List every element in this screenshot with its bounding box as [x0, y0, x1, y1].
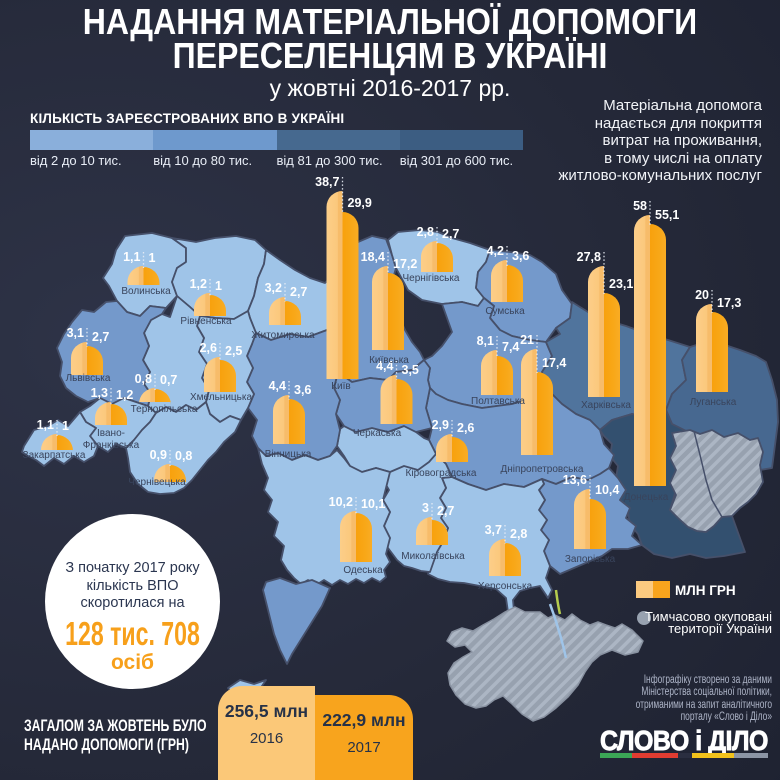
svg-text:Луганська: Луганська	[690, 397, 737, 408]
svg-text:21: 21	[520, 333, 534, 347]
svg-text:10,2: 10,2	[329, 495, 353, 509]
svg-text:Полтавська: Полтавська	[471, 396, 525, 407]
svg-text:0,7: 0,7	[160, 373, 177, 387]
svg-text:0,8: 0,8	[135, 372, 152, 386]
svg-text:1: 1	[62, 419, 69, 433]
svg-text:Харківська: Харківська	[581, 400, 631, 411]
svg-text:Житомирська: Житомирська	[251, 330, 315, 341]
svg-text:2,9: 2,9	[432, 418, 449, 432]
svg-text:18,4: 18,4	[361, 250, 385, 264]
svg-text:Київ: Київ	[331, 381, 351, 392]
svg-text:17,2: 17,2	[393, 257, 417, 271]
svg-text:3,6: 3,6	[512, 249, 529, 263]
svg-text:2,7: 2,7	[92, 330, 109, 344]
svg-text:Тернопільська: Тернопільська	[131, 404, 198, 415]
svg-text:Чернівецька: Чернівецька	[128, 477, 186, 488]
svg-text:Рівненська: Рівненська	[180, 316, 232, 327]
svg-text:17,4: 17,4	[542, 356, 566, 370]
svg-text:Сумська: Сумська	[485, 306, 525, 317]
svg-text:Запорізька: Запорізька	[565, 554, 616, 565]
svg-text:Франківська: Франківська	[83, 440, 140, 451]
svg-text:0,8: 0,8	[175, 449, 192, 463]
svg-text:Чернігівська: Чернігівська	[403, 273, 460, 284]
svg-text:17,3: 17,3	[717, 296, 741, 310]
svg-text:58: 58	[633, 199, 647, 213]
svg-text:1,3: 1,3	[91, 386, 108, 400]
svg-text:Донецька: Донецька	[624, 492, 669, 503]
svg-text:Київська: Київська	[369, 355, 409, 366]
svg-text:13,6: 13,6	[563, 473, 587, 487]
svg-text:3: 3	[422, 501, 429, 515]
svg-text:1,1: 1,1	[123, 250, 140, 264]
svg-text:1: 1	[149, 251, 156, 265]
svg-text:Одеська: Одеська	[343, 565, 383, 576]
svg-text:1,2: 1,2	[190, 277, 207, 291]
svg-text:2,7: 2,7	[437, 504, 454, 518]
svg-text:Черкаська: Черкаська	[353, 428, 402, 439]
svg-text:Івано-: Івано-	[97, 428, 125, 439]
svg-text:Кіровоградська: Кіровоградська	[406, 468, 477, 479]
svg-text:23,1: 23,1	[609, 277, 633, 291]
svg-text:8,1: 8,1	[477, 334, 494, 348]
svg-text:10,4: 10,4	[595, 483, 619, 497]
svg-text:2,8: 2,8	[417, 225, 434, 239]
svg-text:3,6: 3,6	[294, 383, 311, 397]
svg-text:10,1: 10,1	[361, 497, 385, 511]
svg-text:27,8: 27,8	[577, 250, 601, 264]
svg-text:0,9: 0,9	[150, 448, 167, 462]
svg-text:2,6: 2,6	[200, 341, 217, 355]
svg-text:38,7: 38,7	[315, 175, 339, 189]
svg-text:29,9: 29,9	[348, 196, 372, 210]
svg-text:1: 1	[215, 279, 222, 293]
svg-text:2,7: 2,7	[442, 227, 459, 241]
svg-text:55,1: 55,1	[655, 208, 679, 222]
svg-text:4,4: 4,4	[269, 379, 286, 393]
svg-text:3,7: 3,7	[485, 523, 502, 537]
svg-text:2,7: 2,7	[290, 285, 307, 299]
svg-text:3,1: 3,1	[67, 326, 84, 340]
svg-text:20: 20	[695, 288, 709, 302]
svg-text:7,4: 7,4	[502, 340, 519, 354]
svg-text:Херсонська: Херсонська	[478, 581, 533, 592]
svg-text:Львівська: Львівська	[66, 373, 111, 384]
svg-text:4,2: 4,2	[487, 244, 504, 258]
svg-text:Закарпатська: Закарпатська	[23, 450, 86, 461]
svg-text:Миколаївська: Миколаївська	[401, 551, 465, 562]
svg-text:2,5: 2,5	[225, 344, 242, 358]
svg-text:1,2: 1,2	[116, 388, 133, 402]
svg-text:3,5: 3,5	[402, 363, 419, 377]
svg-text:Волинська: Волинська	[121, 286, 171, 297]
svg-text:2,6: 2,6	[457, 421, 474, 435]
svg-text:1,1: 1,1	[37, 418, 54, 432]
svg-text:2,8: 2,8	[510, 527, 527, 541]
svg-text:3,2: 3,2	[265, 281, 282, 295]
svg-text:Хмельницька: Хмельницька	[190, 392, 252, 403]
svg-text:Вінницька: Вінницька	[265, 449, 312, 460]
svg-text:4,4: 4,4	[376, 359, 393, 373]
svg-text:Дніпропетровська: Дніпропетровська	[501, 464, 584, 475]
